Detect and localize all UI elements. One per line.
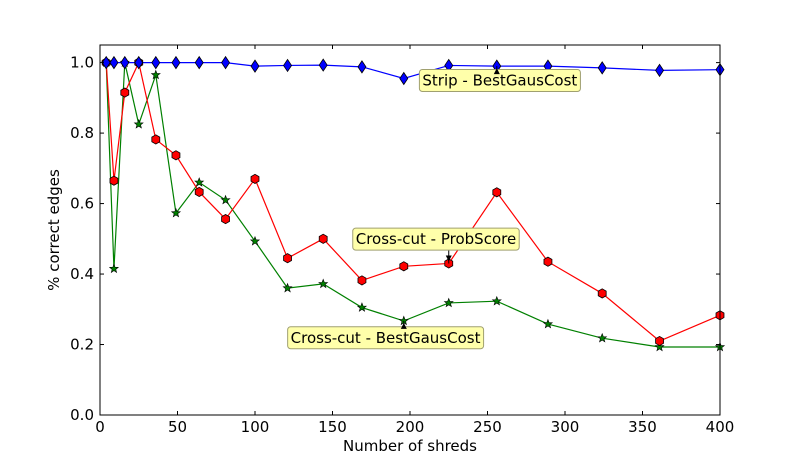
data-point <box>357 60 367 74</box>
data-point <box>221 55 231 70</box>
data-point <box>318 233 328 244</box>
data-point <box>597 288 607 299</box>
data-point <box>171 55 181 70</box>
data-point <box>356 302 368 312</box>
data-point <box>170 207 182 218</box>
annotation-box <box>352 227 520 251</box>
y-axis-title: % correct edges <box>45 169 63 291</box>
data-point <box>318 278 329 289</box>
data-point <box>108 263 120 274</box>
data-point <box>109 175 119 186</box>
annotation-label: Cross-cut - ProbScore <box>356 230 516 248</box>
data-point <box>654 341 665 352</box>
x-tick-label: 100 <box>241 418 270 436</box>
data-point <box>542 318 554 329</box>
data-point <box>194 55 204 70</box>
data-point <box>282 282 293 293</box>
data-point <box>221 214 230 225</box>
data-point <box>151 134 161 145</box>
x-tick-label: 300 <box>551 418 580 436</box>
data-point <box>101 55 111 70</box>
annotations: Strip - BestGausCost Cross-cut - ProbScor… <box>287 66 581 350</box>
series-line <box>105 62 720 348</box>
data-point <box>150 69 161 80</box>
data-point <box>491 295 502 306</box>
y-tick-label: 0.0 <box>70 406 94 424</box>
y-tick-label: 1.0 <box>70 54 94 72</box>
annotation-arrowhead <box>400 322 407 329</box>
annotation-arrowhead <box>493 68 500 75</box>
data-point <box>399 71 409 86</box>
y-tick-label: 0.6 <box>70 195 94 213</box>
data-point <box>318 58 328 72</box>
axis-ticks: 0 50 100 150 200 250 300 350 400 0.0 0.2 0.4 0.6 0.8 1… <box>70 45 734 436</box>
data-point <box>194 177 205 187</box>
plot-markers <box>101 55 726 352</box>
annotation-box <box>287 326 485 350</box>
data-point <box>249 235 261 246</box>
data-point <box>250 173 260 184</box>
data-point <box>109 55 119 70</box>
data-point <box>120 87 130 98</box>
x-tick-label: 250 <box>473 418 502 436</box>
annotation: Cross-cut - BestGausCost <box>287 320 485 350</box>
data-point <box>220 194 231 205</box>
x-tick-label: 0 <box>95 418 105 436</box>
data-point <box>655 335 664 347</box>
data-point <box>399 261 409 272</box>
data-point <box>543 256 553 267</box>
annotation-arrowhead <box>445 255 452 262</box>
x-tick-label: 400 <box>706 418 735 436</box>
data-point <box>134 55 144 70</box>
annotation: Strip - BestGausCost <box>418 66 581 93</box>
x-axis-title: Number of shreds <box>343 437 477 455</box>
data-point <box>283 58 293 73</box>
x-tick-label: 150 <box>318 418 347 436</box>
data-point <box>357 275 367 286</box>
data-point <box>597 61 607 75</box>
x-tick-label: 200 <box>396 418 425 436</box>
x-tick-label: 50 <box>168 418 187 436</box>
data-point <box>443 297 454 308</box>
data-point <box>283 253 292 264</box>
data-point <box>194 186 204 198</box>
data-point <box>444 258 454 269</box>
data-point <box>151 55 161 70</box>
data-point <box>655 63 665 78</box>
x-tick-label: 350 <box>628 418 657 436</box>
annotation-box <box>418 69 581 93</box>
data-point <box>120 55 130 70</box>
data-point <box>597 332 608 343</box>
annotation-label: Cross-cut - BestGausCost <box>291 329 481 347</box>
data-point <box>171 150 181 161</box>
annotation-label: Strip - BestGausCost <box>422 72 577 90</box>
y-tick-label: 0.8 <box>70 124 94 142</box>
series-line <box>105 60 721 342</box>
data-point <box>492 187 502 198</box>
data-point <box>133 118 144 129</box>
y-tick-label: 0.4 <box>70 265 94 283</box>
plot-lines <box>105 60 721 348</box>
annotation: Cross-cut - ProbScore <box>352 227 520 264</box>
data-point <box>250 59 260 73</box>
y-tick-label: 0.2 <box>70 336 94 354</box>
